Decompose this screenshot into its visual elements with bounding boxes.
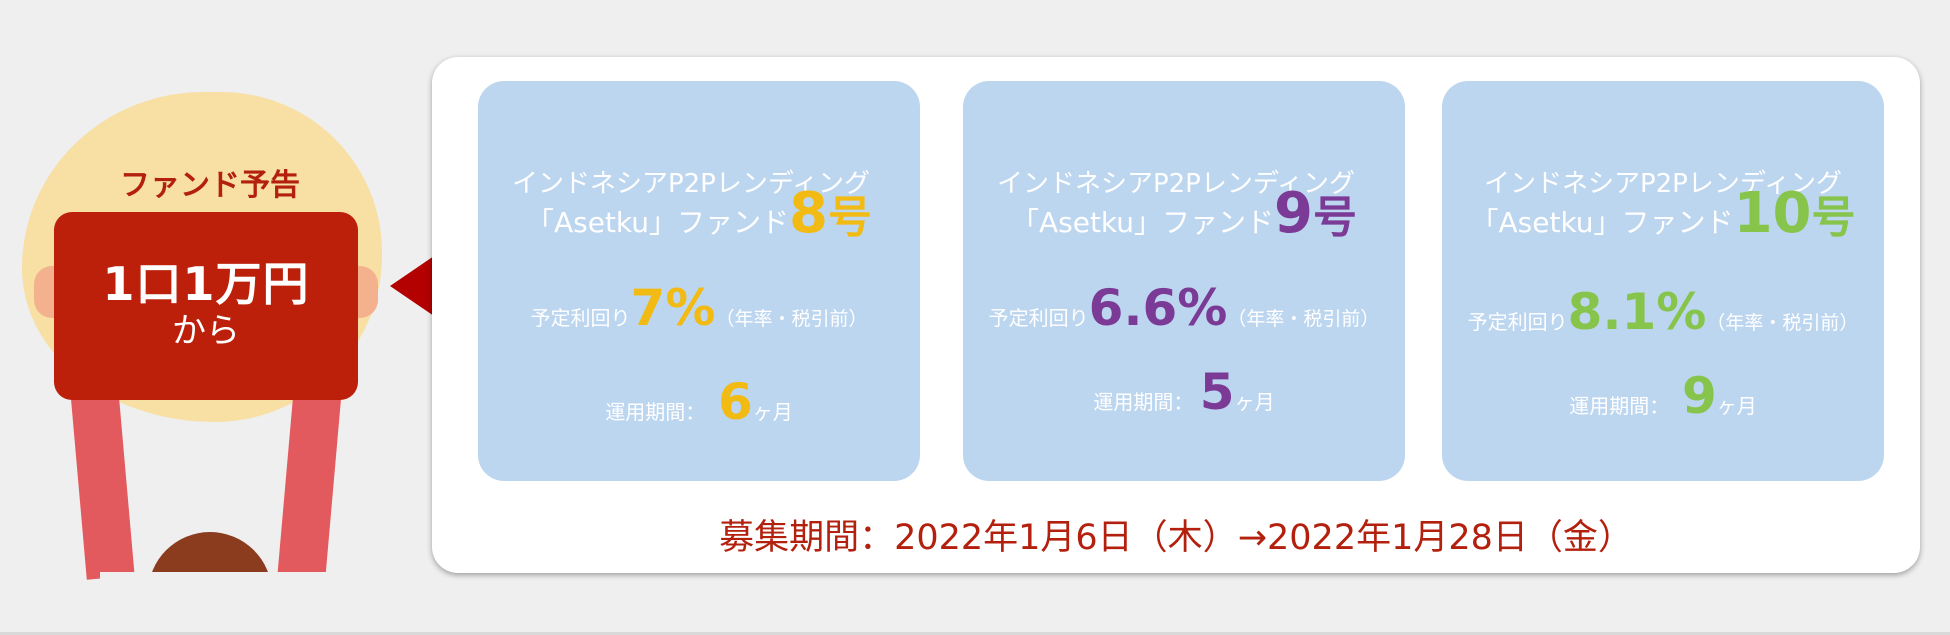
left-arm [69, 376, 135, 580]
bottom-divider [0, 632, 1950, 635]
term-unit: ヶ月 [1234, 390, 1275, 414]
fund-rate-row: 予定利回り7%（年率・税引前） [478, 279, 920, 337]
board-from: から [172, 311, 240, 352]
rate-note: （年率・税引前） [715, 308, 868, 330]
fund-rate-row: 予定利回り6.6%（年率・税引前） [963, 279, 1405, 337]
fund-name-prefix: 「Asetku」ファンド [1470, 206, 1734, 239]
term-label: 運用期間： [605, 400, 706, 424]
fund-number: 10 [1733, 181, 1812, 246]
fund-name: 「Asetku」ファンド10号 [1442, 181, 1884, 246]
fund-name-prefix: 「Asetku」ファンド [1010, 206, 1275, 239]
fund-name: 「Asetku」ファンド8号 [478, 181, 920, 246]
fund-card-8[interactable]: インドネシアP2Pレンディング 「Asetku」ファンド8号 予定利回り7%（年… [478, 81, 920, 481]
fund-number-suffix: 号 [1313, 192, 1358, 243]
fund-card-9[interactable]: インドネシアP2Pレンディング 「Asetku」ファンド9号 予定利回り6.6%… [963, 81, 1405, 481]
rate-value: 8.1% [1567, 283, 1707, 341]
fund-category: インドネシアP2Pレンディング [1483, 169, 1843, 199]
term-value: 9 [1681, 367, 1717, 425]
rate-note: （年率・税引前） [1227, 308, 1380, 330]
rate-value: 7% [630, 279, 716, 337]
fund-term-row: 運用期間： 5ヶ月 [963, 363, 1405, 421]
rate-value: 6.6% [1088, 279, 1228, 337]
term-label: 運用期間： [1569, 394, 1670, 418]
term-value: 5 [1199, 363, 1235, 421]
fund-number-suffix: 号 [828, 192, 873, 243]
fund-term-row: 運用期間： 9ヶ月 [1442, 367, 1884, 425]
term-value: 6 [717, 373, 753, 431]
term-unit: ヶ月 [752, 400, 793, 424]
rate-note: （年率・税引前） [1706, 312, 1859, 334]
fund-panel: インドネシアP2Pレンディング 「Asetku」ファンド8号 予定利回り7%（年… [432, 57, 1920, 573]
fund-name-prefix: 「Asetku」ファンド [525, 206, 790, 239]
fund-number-suffix: 号 [1811, 192, 1856, 243]
fund-term-row: 運用期間： 6ヶ月 [478, 373, 920, 431]
fund-notice-title: ファンド予告 [120, 168, 300, 203]
term-label: 運用期間： [1093, 390, 1194, 414]
fund-card-10[interactable]: インドネシアP2Pレンディング 「Asetku」ファンド10号 予定利回り8.1… [1442, 81, 1884, 481]
fund-category: インドネシアP2Pレンディング [996, 169, 1356, 199]
board-amount: 1口1万円 [102, 257, 310, 312]
fund-number: 8 [789, 181, 829, 246]
fund-rate-row: 予定利回り8.1%（年率・税引前） [1442, 283, 1884, 341]
sign-board: 1口1万円 から [54, 212, 358, 400]
fund-number: 9 [1274, 181, 1314, 246]
fund-category: インドネシアP2Pレンディング [511, 169, 871, 199]
rate-label: 予定利回り [530, 306, 631, 330]
fund-name: 「Asetku」ファンド9号 [963, 181, 1405, 246]
recruitment-period: 募集期間：2022年1月6日（木）→2022年1月28日（金） [719, 518, 1633, 558]
pointer-triangle-icon [390, 256, 434, 316]
rate-label: 予定利回り [988, 306, 1089, 330]
rate-label: 予定利回り [1467, 310, 1568, 334]
mascot-illustration: ファンド予告 1口1万円 から [0, 0, 440, 635]
right-arm [277, 376, 343, 580]
term-unit: ヶ月 [1716, 394, 1757, 418]
